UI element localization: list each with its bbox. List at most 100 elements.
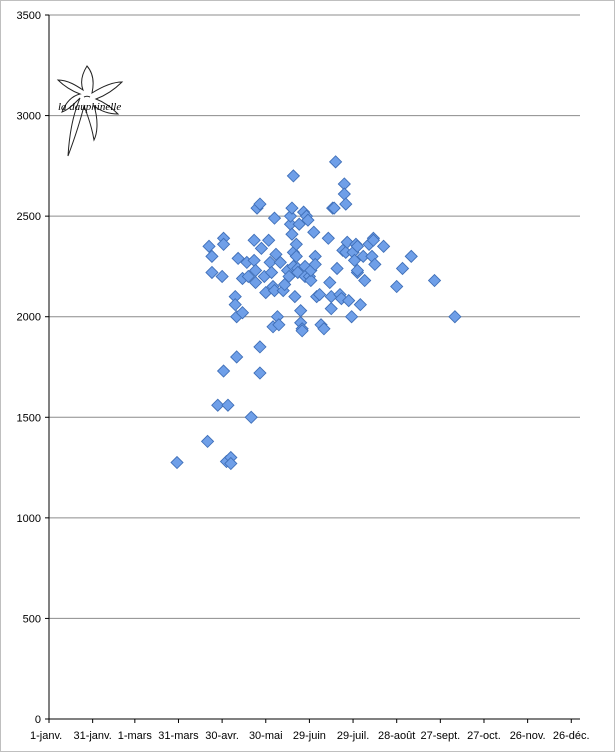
data-point [339,197,353,211]
data-point [301,213,315,227]
data-point [324,302,338,316]
data-point [317,322,331,336]
data-point [448,310,462,324]
data-point [321,231,335,245]
data-point [350,263,365,278]
x-tick-label: 29-juil. [337,730,369,742]
data-point [356,249,370,264]
data-point [228,298,242,312]
data-point [289,249,303,264]
data-point [304,273,318,288]
y-tick-labels: 0 500 1000 1500 2000 2500 3000 3500 [17,10,41,726]
data-point [307,225,321,239]
y-tick-label: 3500 [17,10,41,22]
y-tick-label: 2500 [17,211,41,223]
data-point [254,241,269,255]
data-point [347,253,362,268]
data-point [344,310,359,324]
data-point [427,273,442,288]
data-point [358,273,372,288]
data-points [170,155,462,471]
data-point [312,287,327,302]
data-point [390,279,404,294]
data-point [350,239,365,253]
data-point [200,434,215,449]
data-point [285,227,299,241]
x-tick-label: 31-janv. [73,730,111,742]
x-tick-label: 31-mars [158,730,199,742]
grid-lines [49,14,580,619]
data-point [253,340,267,354]
data-point [291,265,305,280]
data-point [327,201,341,215]
data-point [244,410,258,424]
data-point [342,293,356,308]
data-point [368,257,382,272]
data-point [404,249,418,264]
x-tick-label: 1-janv. [30,730,62,742]
logo-text: la dauphinelle [58,101,121,113]
data-point [328,155,343,169]
data-point [282,269,296,284]
data-point [353,298,367,312]
data-point [221,398,235,412]
data-point [253,197,267,211]
data-point [295,324,309,338]
data-point [170,455,184,470]
x-tick-label: 27-sept. [420,730,460,742]
data-point [285,201,299,215]
data-point [205,265,219,280]
data-point [340,235,354,249]
flower-icon [56,65,124,157]
data-point [248,275,263,290]
data-point [215,269,229,284]
data-point [264,265,279,280]
x-tick-label: 30-avr. [205,730,239,742]
data-point [202,239,216,253]
data-point [205,249,219,264]
data-point [323,275,337,290]
data-point [272,318,286,332]
data-point [376,239,391,253]
data-point [308,257,322,272]
data-point [366,233,381,247]
data-point [230,350,244,364]
x-tick-labels: 1-janv. 31-janv. 1-mars 31-mars 30-avr. 30-ma… [30,730,590,742]
y-tick-label: 2000 [17,312,41,324]
data-point [216,237,231,251]
data-point [231,251,245,266]
data-point [216,364,231,378]
data-point [267,211,282,225]
data-point [224,456,238,471]
data-point [395,261,410,276]
data-point [267,283,282,298]
data-point [262,233,276,247]
x-tick-label: 27-oct. [467,730,501,742]
data-point [330,261,344,276]
x-tick-label: 29-juin [293,730,326,742]
dauphinelle-logo: la dauphinelle [56,65,124,157]
data-point [247,233,261,247]
data-point [288,289,302,304]
data-point [273,255,287,270]
x-tick-label: 28-août [378,730,415,742]
axes [45,14,580,723]
data-point [241,269,255,284]
x-tick-label: 26-nov. [510,730,546,742]
x-tick-label: 30-mai [249,730,283,742]
data-point [286,169,301,183]
data-point [211,398,225,412]
y-tick-label: 0 [35,714,41,726]
y-tick-label: 3000 [17,111,41,123]
data-point [292,217,306,231]
y-tick-label: 1500 [17,412,41,424]
x-tick-label: 26-déc. [553,730,590,742]
data-point [253,366,267,380]
y-tick-label: 500 [23,613,41,625]
data-point [235,306,250,320]
y-tick-label: 1000 [17,513,41,525]
x-tick-label: 1-mars [118,730,153,742]
